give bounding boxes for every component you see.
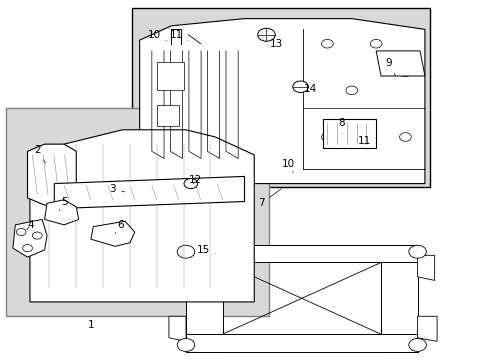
Circle shape: [408, 338, 426, 351]
Circle shape: [257, 28, 275, 41]
Polygon shape: [168, 255, 185, 280]
Polygon shape: [168, 316, 185, 341]
Circle shape: [16, 228, 26, 235]
Text: 6: 6: [115, 220, 123, 234]
Polygon shape: [140, 19, 424, 184]
Polygon shape: [91, 221, 135, 246]
Text: 2: 2: [34, 144, 45, 163]
Text: 1: 1: [87, 320, 94, 330]
Polygon shape: [30, 130, 254, 302]
Circle shape: [177, 338, 194, 351]
Text: 14: 14: [303, 84, 316, 94]
Text: 12: 12: [189, 175, 202, 185]
Polygon shape: [417, 255, 434, 280]
Polygon shape: [417, 316, 436, 341]
Text: 3: 3: [109, 184, 124, 194]
Polygon shape: [13, 220, 47, 257]
Circle shape: [177, 245, 194, 258]
Bar: [5, 108, 268, 316]
Text: 7: 7: [258, 189, 281, 208]
Circle shape: [345, 86, 357, 95]
Circle shape: [321, 133, 332, 141]
Circle shape: [183, 179, 197, 189]
Circle shape: [399, 68, 410, 77]
Text: 4: 4: [27, 220, 34, 230]
Polygon shape: [54, 176, 244, 209]
Circle shape: [408, 245, 426, 258]
Bar: [157, 62, 183, 90]
Text: 11: 11: [169, 30, 188, 41]
Text: 13: 13: [269, 39, 282, 49]
Polygon shape: [322, 119, 375, 148]
Circle shape: [321, 40, 332, 48]
Text: 15: 15: [196, 245, 215, 255]
Text: 11: 11: [357, 136, 370, 145]
Text: 5: 5: [59, 197, 67, 211]
Polygon shape: [185, 244, 222, 352]
Polygon shape: [185, 334, 417, 352]
Text: 10: 10: [147, 30, 166, 41]
Bar: [157, 105, 178, 126]
Circle shape: [22, 244, 32, 252]
Text: 9: 9: [384, 58, 395, 76]
Circle shape: [399, 133, 410, 141]
Bar: [132, 8, 429, 187]
Circle shape: [292, 81, 308, 93]
Polygon shape: [44, 200, 79, 225]
Polygon shape: [375, 51, 424, 76]
Text: 8: 8: [338, 118, 345, 134]
Polygon shape: [185, 244, 417, 262]
Circle shape: [369, 40, 381, 48]
Text: 10: 10: [281, 159, 294, 173]
Polygon shape: [27, 144, 76, 205]
Polygon shape: [380, 244, 417, 352]
Circle shape: [32, 232, 42, 239]
